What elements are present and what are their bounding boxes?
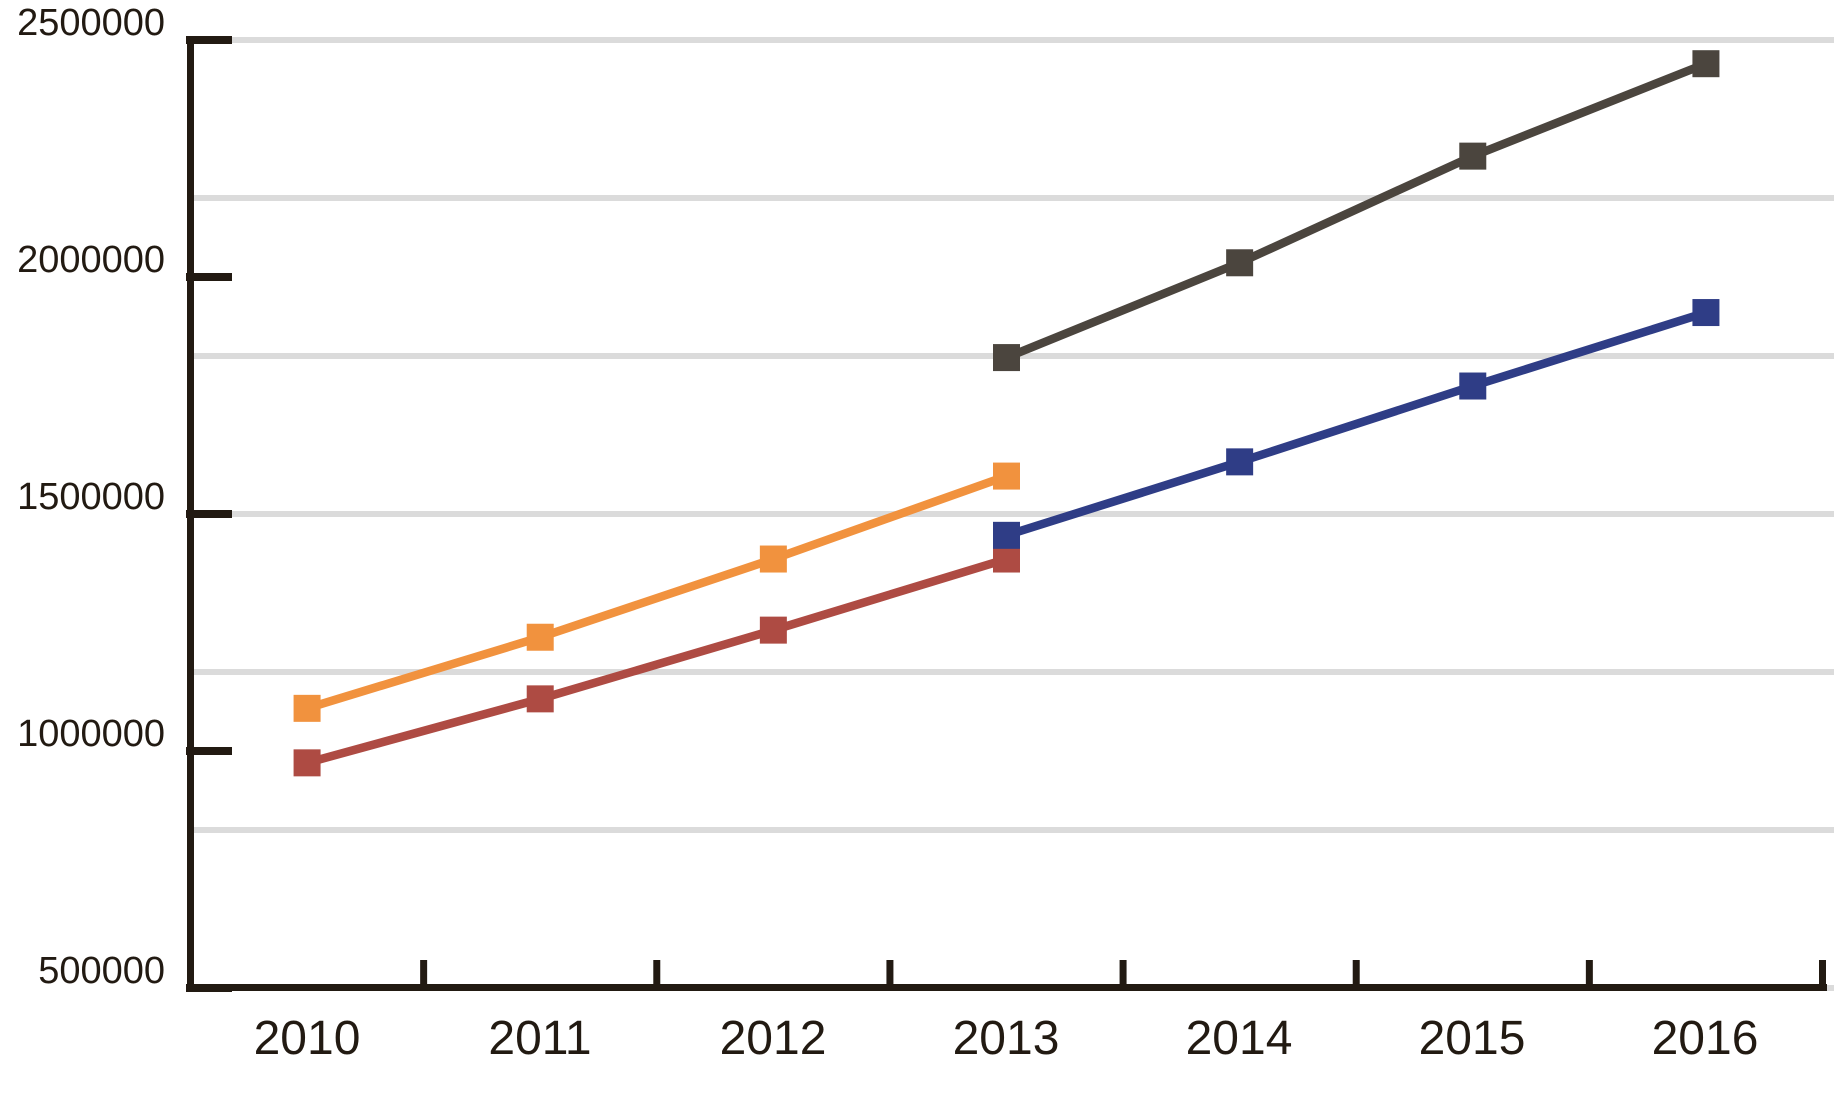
navy-series-marker: [1226, 448, 1254, 476]
x-axis-tick-label: 2016: [1651, 1012, 1759, 1065]
dark-gray-series-marker: [993, 344, 1021, 372]
x-axis-tick-label: 2011: [488, 1012, 592, 1065]
dark-gray-series-marker: [1226, 249, 1254, 277]
y-axis-tick-label: 2500000: [17, 2, 165, 44]
dark-gray-series-line: [1004, 59, 1708, 362]
x-axis-tick-label: 2012: [719, 1012, 827, 1065]
navy-series-marker: [1459, 372, 1487, 400]
x-axis-tick-label: 2014: [1185, 1012, 1293, 1065]
dark-gray-series-marker: [1692, 50, 1720, 78]
dark-gray-series-marker: [1459, 142, 1487, 170]
brick-red-series-marker: [526, 685, 554, 713]
brick-red-series-line: [305, 554, 1008, 767]
y-axis-tick-label: 1000000: [17, 713, 165, 755]
x-axis-tick-label: 2015: [1418, 1012, 1526, 1065]
orange-series-line: [305, 472, 1008, 713]
y-axis-tick-label: 2000000: [17, 239, 165, 281]
x-axis-tick-label: 2010: [253, 1012, 361, 1065]
navy-series-marker: [993, 521, 1021, 549]
orange-series-marker: [993, 462, 1021, 490]
x-axis-tick-label: 2013: [952, 1012, 1060, 1065]
brick-red-series-marker: [293, 749, 321, 777]
y-axis-tick-label: 500000: [38, 950, 165, 992]
brick-red-series-marker: [993, 545, 1021, 573]
y-axis-tick-label: 1500000: [17, 476, 165, 518]
orange-series-marker: [293, 694, 321, 722]
navy-series-line: [1005, 308, 1708, 540]
navy-series-marker: [1692, 299, 1720, 327]
orange-series-marker: [526, 623, 554, 651]
orange-series-marker: [759, 545, 787, 573]
brick-red-series-marker: [759, 616, 787, 644]
